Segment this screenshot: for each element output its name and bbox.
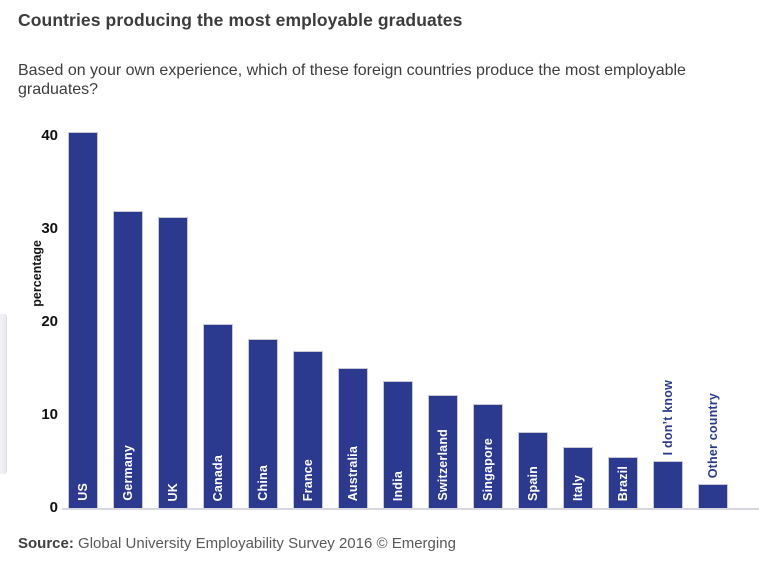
bar-brazil: Brazil (608, 457, 638, 508)
bar-label-other-country: Other country (706, 392, 720, 478)
bar-germany: Germany (113, 211, 143, 508)
y-tick-30: 30 (41, 220, 58, 237)
bar-label-us: US (76, 483, 90, 501)
bar-australia: Australia (338, 368, 368, 508)
page-edge-artifact (0, 314, 7, 474)
y-axis-ticks: 0 10 20 30 40 (0, 116, 58, 516)
bar-switzerland: Switzerland (428, 395, 458, 508)
page-title: Countries producing the most employable … (18, 10, 463, 30)
chart-subtitle: Based on your own experience, which of t… (18, 62, 686, 99)
bar-i-don-t-know: I don’t know (653, 380, 683, 508)
y-tick-0: 0 (49, 499, 58, 516)
bar-label-china: China (256, 465, 270, 501)
bar-label-singapore: Singapore (481, 438, 495, 501)
bar-label-india: India (391, 470, 405, 501)
bar-china: China (248, 339, 278, 508)
bar-india: India (383, 381, 413, 508)
bar-italy: Italy (563, 447, 593, 508)
source-text: Global University Employability Survey 2… (73, 535, 456, 552)
bar-france: France (293, 351, 323, 508)
y-tick-40: 40 (41, 127, 58, 144)
bar-label-germany: Germany (121, 445, 135, 501)
bar-label-australia: Australia (346, 445, 360, 501)
source-line: Source: Global University Employability … (18, 535, 456, 552)
bar-label-switzerland: Switzerland (436, 429, 450, 501)
y-tick-20: 20 (41, 313, 58, 330)
bar-canada: Canada (203, 324, 233, 508)
plot-area: US Germany UK Canada China France Australia Ind… (62, 116, 759, 510)
bar-uk: UK (158, 217, 188, 508)
y-tick-10: 10 (41, 406, 58, 423)
bar-other-country: Other country (698, 393, 728, 508)
bar-label-brazil: Brazil (616, 465, 630, 501)
bar-spain: Spain (518, 432, 548, 508)
bar-label-uk: UK (166, 482, 180, 501)
bar-label-spain: Spain (526, 465, 540, 501)
source-label: Source: (18, 535, 74, 552)
bar-label-italy: Italy (571, 474, 585, 501)
bar-us: US (68, 132, 98, 508)
bar-label-i-don-t-know: I don’t know (661, 379, 675, 455)
bar-label-canada: Canada (211, 454, 225, 501)
bar-singapore: Singapore (473, 404, 503, 508)
bar-label-france: France (301, 458, 315, 501)
